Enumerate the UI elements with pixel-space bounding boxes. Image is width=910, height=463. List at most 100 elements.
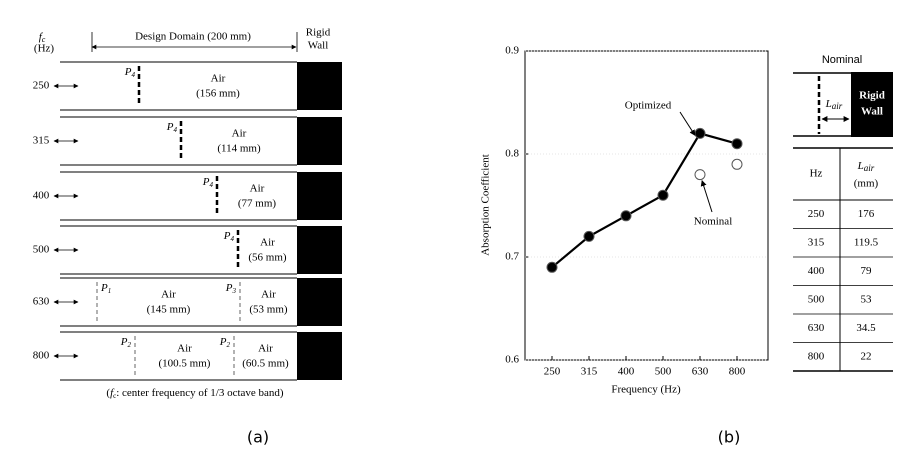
annotation: Optimized <box>625 100 672 112</box>
table-cell: 500 <box>808 293 825 305</box>
plate-letter: P <box>120 336 128 348</box>
footnote-sub: c <box>113 392 116 400</box>
caption-b: (b) <box>718 428 741 447</box>
plate-letter: P <box>219 336 227 348</box>
y-tick-label: 0.6 <box>505 354 519 366</box>
air-label: Air <box>250 183 265 195</box>
fc-sub: c <box>42 35 46 44</box>
plate-label: P4 <box>223 230 235 243</box>
plate-label: P4 <box>124 66 136 79</box>
rigid-wall <box>297 172 342 220</box>
table-cell: 34.5 <box>856 322 876 334</box>
x-axis-label: Frequency (Hz) <box>611 384 681 396</box>
row-frequency: 250 <box>33 80 50 92</box>
air-gap: (56 mm) <box>248 252 287 264</box>
row-frequency: 315 <box>33 135 50 147</box>
air-gap: (53 mm) <box>249 304 288 316</box>
air-label: Air <box>232 128 247 140</box>
plate-letter: P <box>124 66 132 78</box>
x-tick-label: 800 <box>729 366 746 378</box>
y-tick-label: 0.7 <box>505 251 519 263</box>
caption-a: (a) <box>247 428 269 447</box>
row-frequency: 800 <box>33 350 50 362</box>
table-cell: 400 <box>808 265 825 277</box>
plate-letter: P <box>225 282 233 294</box>
inset-wall-label: Rigid <box>859 90 885 102</box>
fc-header: fc <box>39 31 46 44</box>
plate-label: P2 <box>120 336 132 349</box>
plot-frame <box>524 50 769 361</box>
x-tick-label: 250 <box>544 366 561 378</box>
footnote: (fc: center frequency of 1/3 octave band… <box>106 387 284 400</box>
x-tick-label: 315 <box>581 366 598 378</box>
plate-label: P2 <box>219 336 231 349</box>
air-gap: (100.5 mm) <box>159 358 211 370</box>
wall-label: Rigid <box>306 27 331 39</box>
plate-label: P1 <box>100 282 111 295</box>
y-tick-label: 0.8 <box>505 148 519 160</box>
x-tick-label: 500 <box>655 366 672 378</box>
table-cell: 250 <box>808 208 825 220</box>
plate-index: 4 <box>231 235 235 243</box>
table-cell: 315 <box>808 236 825 248</box>
air-gap: (156 mm) <box>196 88 240 100</box>
plate-letter: P <box>166 121 174 133</box>
domain-label: Design Domain (200 mm) <box>135 31 251 43</box>
rigid-wall <box>297 278 342 326</box>
data-point <box>731 138 743 150</box>
row-frequency: 630 <box>33 296 50 308</box>
rigid-wall <box>297 62 342 110</box>
plate-letter: P <box>223 230 231 242</box>
plate-index: 3 <box>232 287 237 295</box>
inset-l: L <box>825 98 832 110</box>
rigid-wall <box>297 332 342 380</box>
air-gap: (77 mm) <box>238 198 277 210</box>
air-label: Air <box>258 343 273 355</box>
annotation-arrow <box>700 180 713 213</box>
plate-label: P4 <box>202 176 214 189</box>
footnote-rest: : center frequency of 1/3 octave band) <box>116 387 284 399</box>
hz-header: (Hz) <box>34 43 54 55</box>
air-label: Air <box>211 73 226 85</box>
data-point <box>731 158 743 170</box>
y-tick-label: 0.9 <box>505 45 519 57</box>
plate-label: P3 <box>225 282 237 295</box>
inset-wall <box>851 72 893 137</box>
table-cell: 79 <box>861 265 873 277</box>
data-point <box>694 127 706 139</box>
data-point <box>620 210 632 222</box>
y-axis-label: Absorption Coefficient <box>480 154 492 256</box>
annotation: Nominal <box>694 216 733 228</box>
air-label: Air <box>261 289 276 301</box>
data-point <box>546 261 558 273</box>
row-frequency: 500 <box>33 244 50 256</box>
air-label: Air <box>177 343 192 355</box>
air-gap: (145 mm) <box>147 304 191 316</box>
table-cell: 800 <box>808 350 825 362</box>
data-point <box>694 169 706 181</box>
inset-wall-label: Wall <box>861 106 883 118</box>
rigid-wall <box>297 226 342 274</box>
plate-index: 4 <box>174 126 178 134</box>
air-gap: (60.5 mm) <box>242 358 289 370</box>
plate-index: 1 <box>108 287 112 295</box>
fc-f: f <box>39 31 44 43</box>
inset-title: Nominal <box>822 54 862 66</box>
row-frequency: 400 <box>33 190 50 202</box>
inset-lair: Lair <box>825 98 843 112</box>
table-header: Hz <box>810 168 823 180</box>
data-point <box>657 189 669 201</box>
air-label: Air <box>260 237 275 249</box>
table-cell: 176 <box>858 208 875 220</box>
table-header-sub: air <box>864 163 875 173</box>
table-cell: 53 <box>861 293 873 305</box>
table-header: Lair <box>857 160 875 174</box>
plate-index: 2 <box>227 341 231 349</box>
table-cell: 630 <box>808 322 825 334</box>
air-label: Air <box>161 289 176 301</box>
table-cell: 119.5 <box>854 236 879 248</box>
series-line <box>551 132 738 269</box>
annotation-arrow <box>679 111 696 136</box>
